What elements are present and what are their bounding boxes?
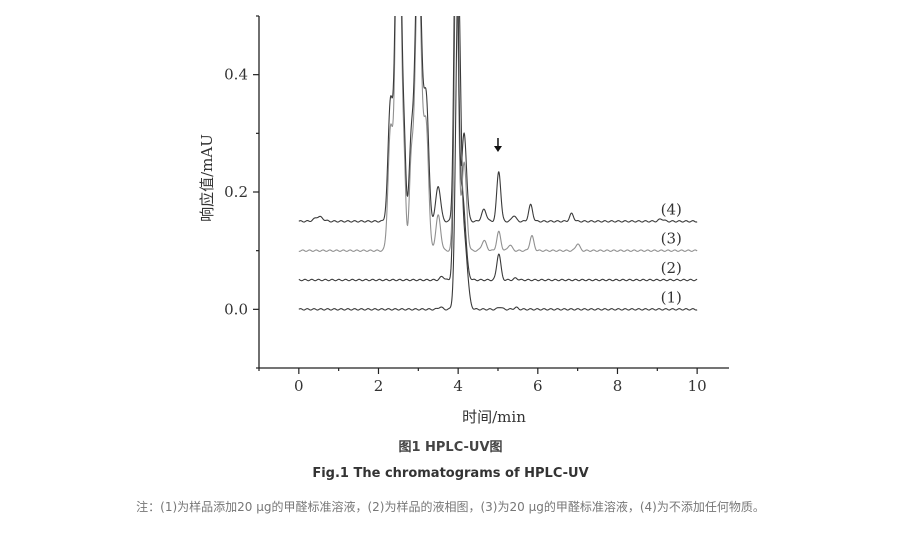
figure-caption-chinese: 图1 HPLC-UV图: [398, 440, 503, 455]
axis-ticks: 0 2 4 6 8 10 0.0 0.2 0.4: [224, 15, 707, 395]
x-axis-label: 时间/min: [462, 408, 526, 426]
trace-group: [298, 16, 698, 311]
series-label-3: (3): [661, 230, 682, 248]
series-label-4: (4): [661, 200, 682, 218]
y-axis-label: 响应值/mAU: [198, 134, 216, 222]
x-tick-label: 2: [374, 377, 384, 395]
x-tick-label: 8: [613, 377, 623, 395]
peak-arrow-annotation: [493, 138, 502, 152]
series-label-1: (1): [661, 288, 682, 306]
series-labels: (1) (2) (3) (4): [661, 200, 682, 306]
arrow-down-icon: [493, 146, 502, 152]
chromatogram-chart: 0 2 4 6 8 10 0.0 0.2 0.4 (1) (2) (3) (4) 时间/min 响应值…: [198, 15, 729, 426]
series-trace-2: [298, 16, 698, 282]
series-trace-4: [298, 16, 698, 223]
figure-note: 注：(1)为样品添加20 μg的甲醛标准溶液，(2)为样品的液相图，(3)为20…: [136, 500, 765, 514]
series-trace-1: [298, 16, 698, 311]
series-trace-3: [298, 16, 698, 252]
y-tick-label: 0.0: [224, 300, 248, 318]
y-tick-label: 0.2: [224, 183, 248, 201]
x-tick-label: 6: [533, 377, 543, 395]
y-tick-label: 0.4: [224, 66, 248, 84]
x-tick-label: 0: [294, 377, 304, 395]
series-label-2: (2): [661, 259, 682, 277]
x-tick-label: 4: [453, 377, 463, 395]
x-tick-label: 10: [688, 377, 707, 395]
figure-caption-english: Fig.1 The chromatograms of HPLC-UV: [312, 466, 589, 481]
